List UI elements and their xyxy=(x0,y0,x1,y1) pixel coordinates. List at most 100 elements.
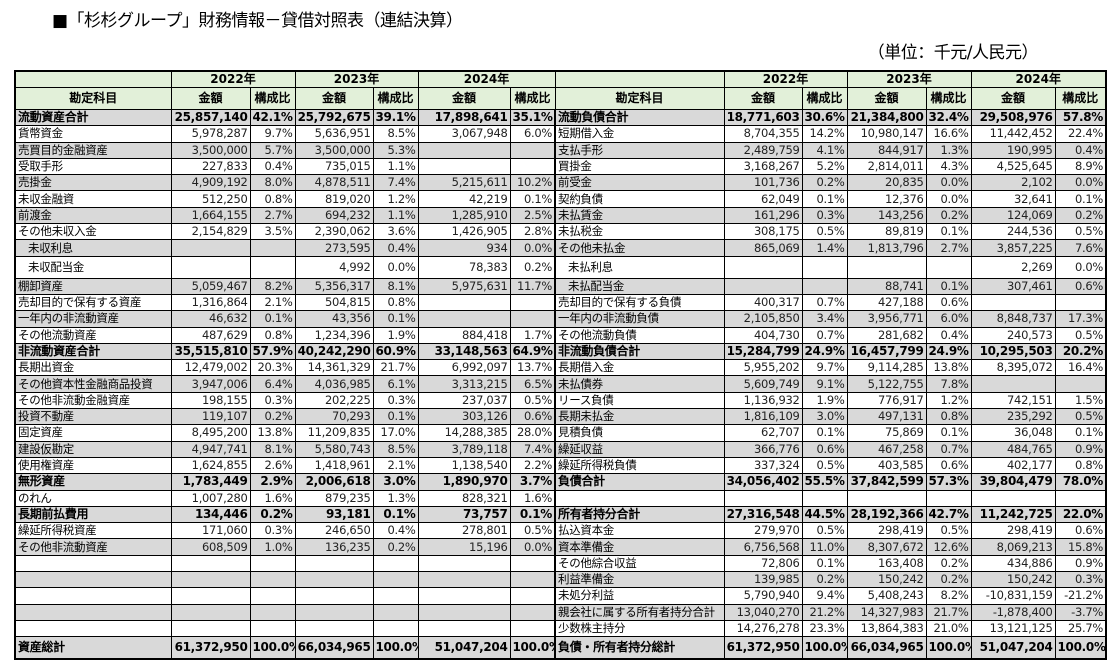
asset-account-cell: 貨幣資金 xyxy=(14,125,172,143)
table-body: 流動資産合計 25,857,140 42.1% 25,792,675 39.1% 17,8… xyxy=(14,108,1107,660)
liability-account-cell: 未払債券 xyxy=(554,375,725,393)
asset-amount-2024-cell: 33,148,563 xyxy=(417,342,511,361)
table-row: 未収配当金 4,992 0.0% 78,383 0.2% 未払利息 2,269 0.0% xyxy=(14,255,1107,279)
asset-ratio-2024-cell xyxy=(509,603,556,621)
account-header: 勘定科目 xyxy=(14,87,172,110)
liability-ratio-2022-cell: 21.2% xyxy=(801,603,848,621)
asset-account-cell: 無形資産 xyxy=(14,473,172,491)
liability-account-cell xyxy=(554,489,725,507)
asset-amount-2023-cell: 879,235 xyxy=(294,489,374,507)
liability-account-cell: 資本準備金 xyxy=(554,538,725,556)
table-row: その他非流動資産 608,509 1.0% 136,235 0.2% 15,196 0.0%… xyxy=(14,538,1107,556)
liability-account-cell: 負債合計 xyxy=(554,473,725,491)
table-row: 未処分利益 5,790,940 9.4% 5,408,243 8.2% -10,831,1… xyxy=(14,587,1107,605)
liability-ratio-2024-cell: 15.8% xyxy=(1054,538,1107,556)
liability-ratio-2024-cell: 78.0% xyxy=(1054,473,1107,491)
asset-amount-2022-cell: 8,495,200 xyxy=(170,424,251,442)
liability-ratio-2024-cell: 8.9% xyxy=(1054,157,1107,176)
liability-ratio-2024-cell: 0.8% xyxy=(1054,456,1107,475)
liability-account-cell: 未払賃金 xyxy=(554,206,725,225)
asset-account-cell: その他資本性金融商品投資 xyxy=(14,375,172,393)
liability-account-cell: リース負債 xyxy=(554,391,725,410)
table-row: その他未収入金 2,154,829 3.5% 2,390,062 3.6% 1,426,9… xyxy=(14,223,1107,241)
asset-amount-2023-cell: 5,580,743 xyxy=(294,440,374,458)
liability-amount-2022-cell: 62,707 xyxy=(723,424,803,442)
asset-ratio-2024-cell xyxy=(509,310,556,328)
liability-ratio-2024-cell: 0.9% xyxy=(1054,554,1107,573)
asset-amount-2024-cell xyxy=(417,554,511,573)
asset-amount-2023-cell: 70,293 xyxy=(294,408,374,426)
liability-amount-2023-cell: 89,819 xyxy=(846,223,927,241)
asset-amount-2024-cell: 3,789,118 xyxy=(417,440,511,458)
liability-account-cell: 所有者持分合計 xyxy=(554,505,725,524)
asset-amount-2022-cell: 2,154,829 xyxy=(170,223,251,241)
asset-amount-2023-cell: 202,225 xyxy=(294,391,374,410)
asset-amount-2022-cell: 608,509 xyxy=(170,538,251,556)
liability-amount-2023-cell: 281,682 xyxy=(846,326,927,344)
liability-ratio-2024-cell: 20.2% xyxy=(1054,342,1107,361)
liability-amount-2022-cell: 1,136,932 xyxy=(723,391,803,410)
liability-amount-2023-cell: 5,408,243 xyxy=(846,587,927,605)
liability-ratio-2022-cell: 11.0% xyxy=(801,538,848,556)
liability-amount-2023-cell: 16,457,799 xyxy=(846,342,927,361)
asset-ratio-2024-cell: 3.7% xyxy=(509,473,556,491)
liability-amount-2023-cell: 403,585 xyxy=(846,456,927,475)
liability-account-cell: 利益準備金 xyxy=(554,571,725,589)
asset-account-cell xyxy=(14,554,172,573)
asset-ratio-2024-cell xyxy=(509,554,556,573)
table-row: 売却目的で保有する資産 1,316,864 2.1% 504,815 0.8% 売却目的で… xyxy=(14,293,1107,312)
asset-amount-2024-cell xyxy=(417,293,511,312)
asset-amount-2022-cell: 134,446 xyxy=(170,505,251,524)
asset-amount-2023-cell: 2,006,618 xyxy=(294,473,374,491)
liability-account-cell: 繰延所得税負債 xyxy=(554,456,725,475)
asset-account-cell: 固定資産 xyxy=(14,424,172,442)
account-header: 勘定科目 xyxy=(554,87,725,110)
asset-ratio-2022-cell: 6.4% xyxy=(249,375,296,393)
liability-amount-2022-cell: 14,276,278 xyxy=(723,619,803,638)
liability-amount-2023-cell: 298,419 xyxy=(846,522,927,540)
asset-amount-2022-cell xyxy=(170,619,251,638)
asset-amount-2022-cell xyxy=(170,587,251,605)
asset-account-cell xyxy=(14,619,172,638)
liability-account-cell: 見積負債 xyxy=(554,424,725,442)
asset-ratio-2024-cell: 28.0% xyxy=(509,424,556,442)
asset-ratio-2023-cell: 0.0% xyxy=(372,255,419,279)
asset-amount-2024-cell: 884,418 xyxy=(417,326,511,344)
asset-ratio-2024-cell: 2.8% xyxy=(509,223,556,241)
table-row: 非流動資産合計 35,515,810 57.9% 40,242,290 60.9% 33,… xyxy=(14,342,1107,361)
liability-ratio-2024-cell: 25.7% xyxy=(1054,619,1107,638)
asset-ratio-2022-cell: 0.4% xyxy=(249,157,296,176)
asset-amount-2024-cell: 1,285,910 xyxy=(417,206,511,225)
asset-account-cell: その他非流動金融資産 xyxy=(14,391,172,410)
liability-ratio-2023-cell: 0.5% xyxy=(925,522,972,540)
asset-amount-2024-cell: 828,321 xyxy=(417,489,511,507)
ratio-header: 構成比 xyxy=(249,87,296,110)
liability-ratio-2023-cell: 100.0% xyxy=(925,636,972,660)
liability-ratio-2022-cell xyxy=(801,277,848,295)
liability-ratio-2024-cell: 0.5% xyxy=(1054,326,1107,344)
liability-amount-2024-cell xyxy=(970,293,1056,312)
liability-account-cell: 短期借入金 xyxy=(554,125,725,143)
asset-ratio-2022-cell: 8.1% xyxy=(249,440,296,458)
liability-amount-2022-cell: 5,609,749 xyxy=(723,375,803,393)
liability-amount-2024-cell: 29,508,976 xyxy=(970,108,1056,127)
liability-ratio-2023-cell: 0.6% xyxy=(925,456,972,475)
liability-account-cell: その他流動負債 xyxy=(554,326,725,344)
liability-amount-2024-cell: 150,242 xyxy=(970,571,1056,589)
liability-amount-2024-cell xyxy=(970,375,1056,393)
liability-amount-2023-cell: 14,327,983 xyxy=(846,603,927,621)
liability-ratio-2022-cell: 1.4% xyxy=(801,239,848,257)
amount-header: 金額 xyxy=(970,87,1056,110)
asset-ratio-2023-cell xyxy=(372,587,419,605)
asset-account-cell: 長期前払費用 xyxy=(14,505,172,524)
asset-amount-2023-cell: 3,500,000 xyxy=(294,141,374,159)
liability-amount-2024-cell: 2,269 xyxy=(970,255,1056,279)
table-row: 利益準備金 139,985 0.2% 150,242 0.2% 150,242 0.3% xyxy=(14,571,1107,589)
liability-ratio-2023-cell: 21.7% xyxy=(925,603,972,621)
asset-ratio-2024-cell: 13.7% xyxy=(509,359,556,377)
asset-amount-2022-cell: 5,978,287 xyxy=(170,125,251,143)
liability-account-cell: 負債・所有者持分総計 xyxy=(554,636,725,660)
liability-ratio-2023-cell: 0.0% xyxy=(925,190,972,208)
asset-amount-2024-cell: 3,313,215 xyxy=(417,375,511,393)
liability-amount-2024-cell: 11,242,725 xyxy=(970,505,1056,524)
